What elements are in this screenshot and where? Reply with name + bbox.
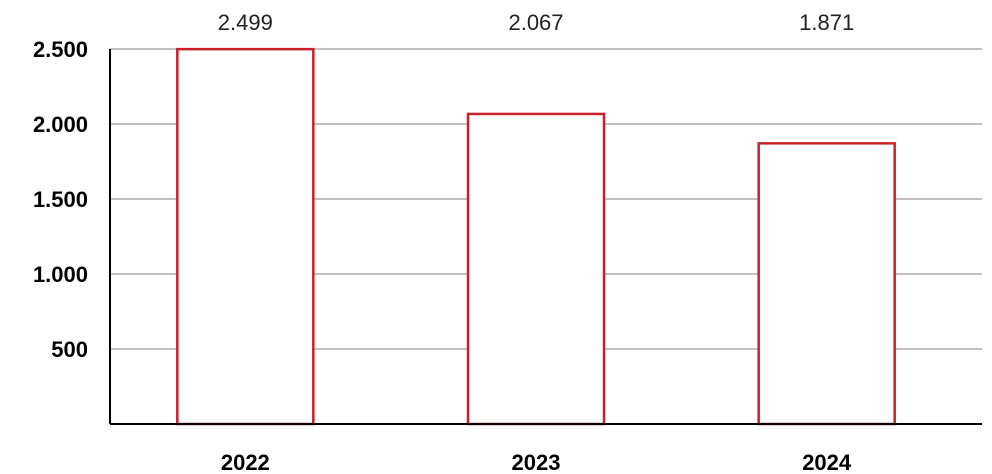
- y-axis-ticks: 500 1.000 1.500 2.000 2.500: [33, 37, 88, 362]
- bar-2022: [176, 47, 315, 426]
- y-tick-label: 2.000: [33, 112, 88, 137]
- y-tick-label: 1.500: [33, 187, 88, 212]
- data-label-2024: 1.871: [799, 10, 854, 35]
- data-labels: 2.499 2.067 1.871: [218, 10, 854, 35]
- x-tick-label-2023: 2023: [512, 450, 561, 474]
- y-tick-label: 500: [51, 337, 88, 362]
- bars: [176, 47, 896, 426]
- x-axis-ticks: 2022 2023 2024: [221, 450, 852, 474]
- data-label-2022: 2.499: [218, 10, 273, 35]
- x-tick-label-2024: 2024: [802, 450, 852, 474]
- x-tick-label-2022: 2022: [221, 450, 270, 474]
- bar-2023: [466, 112, 606, 426]
- y-tick-label: 2.500: [33, 37, 88, 62]
- y-tick-label: 1.000: [33, 262, 88, 287]
- bar-2024: [757, 142, 896, 426]
- data-label-2023: 2.067: [508, 10, 563, 35]
